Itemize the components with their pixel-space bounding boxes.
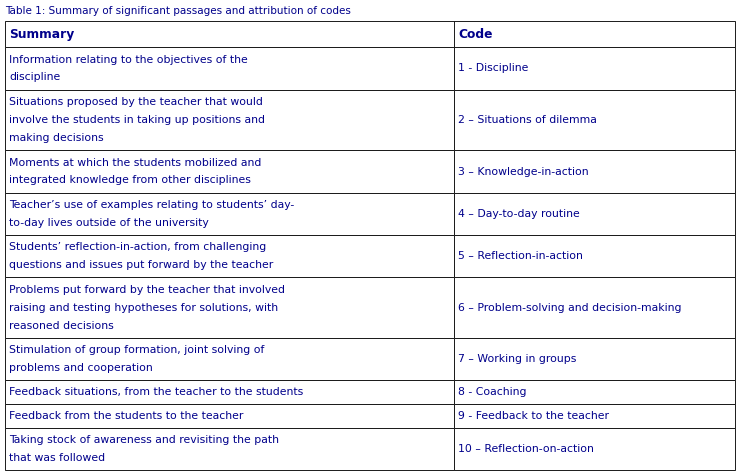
Bar: [5, 338, 454, 380]
Bar: [5, 21, 735, 47]
Text: 1 - Discipline: 1 - Discipline: [458, 63, 528, 73]
Text: 7 – Working in groups: 7 – Working in groups: [458, 354, 576, 364]
Text: 8 - Coaching: 8 - Coaching: [458, 387, 526, 397]
Text: 6 – Problem-solving and decision-making: 6 – Problem-solving and decision-making: [458, 303, 682, 313]
Bar: [454, 428, 735, 470]
Bar: [5, 428, 454, 470]
Text: 10 – Reflection-on-action: 10 – Reflection-on-action: [458, 444, 593, 454]
Text: 9 - Feedback to the teacher: 9 - Feedback to the teacher: [458, 411, 609, 421]
Bar: [454, 338, 735, 380]
Text: to-day lives outside of the university: to-day lives outside of the university: [9, 218, 209, 228]
Text: making decisions: making decisions: [9, 133, 104, 143]
Text: Situations proposed by the teacher that would: Situations proposed by the teacher that …: [9, 97, 263, 107]
Text: that was followed: that was followed: [9, 453, 105, 463]
Text: Feedback from the students to the teacher: Feedback from the students to the teache…: [9, 411, 243, 421]
Text: Summary: Summary: [9, 27, 74, 41]
Text: Taking stock of awareness and revisiting the path: Taking stock of awareness and revisiting…: [9, 435, 279, 445]
Bar: [454, 404, 735, 428]
Text: 3 – Knowledge-in-action: 3 – Knowledge-in-action: [458, 166, 588, 176]
Text: Teacher’s use of examples relating to students’ day-: Teacher’s use of examples relating to st…: [9, 200, 295, 210]
Bar: [5, 193, 454, 235]
Bar: [454, 193, 735, 235]
Bar: [454, 235, 735, 277]
Text: Problems put forward by the teacher that involved: Problems put forward by the teacher that…: [9, 285, 285, 295]
Bar: [5, 235, 454, 277]
Text: raising and testing hypotheses for solutions, with: raising and testing hypotheses for solut…: [9, 303, 278, 313]
Text: integrated knowledge from other disciplines: integrated knowledge from other discipli…: [9, 175, 251, 185]
Text: 2 – Situations of dilemma: 2 – Situations of dilemma: [458, 115, 597, 125]
Bar: [454, 150, 735, 193]
Bar: [5, 89, 454, 150]
Bar: [454, 380, 735, 404]
Bar: [454, 277, 735, 338]
Text: Table 1: Summary of significant passages and attribution of codes: Table 1: Summary of significant passages…: [5, 6, 351, 16]
Text: involve the students in taking up positions and: involve the students in taking up positi…: [9, 115, 265, 125]
Text: Moments at which the students mobilized and: Moments at which the students mobilized …: [9, 158, 261, 168]
Text: questions and issues put forward by the teacher: questions and issues put forward by the …: [9, 260, 273, 270]
Bar: [454, 89, 735, 150]
Text: Stimulation of group formation, joint solving of: Stimulation of group formation, joint so…: [9, 345, 264, 355]
Bar: [454, 47, 735, 89]
Text: Students’ reflection-in-action, from challenging: Students’ reflection-in-action, from cha…: [9, 242, 266, 252]
Text: discipline: discipline: [9, 72, 60, 82]
Text: 5 – Reflection-in-action: 5 – Reflection-in-action: [458, 251, 583, 261]
Bar: [5, 404, 454, 428]
Bar: [5, 277, 454, 338]
Text: Code: Code: [458, 27, 492, 41]
Bar: [5, 150, 454, 193]
Text: 4 – Day-to-day routine: 4 – Day-to-day routine: [458, 209, 579, 219]
Text: problems and cooperation: problems and cooperation: [9, 363, 152, 373]
Bar: [5, 47, 454, 89]
Text: Information relating to the objectives of the: Information relating to the objectives o…: [9, 54, 248, 65]
Text: reasoned decisions: reasoned decisions: [9, 321, 114, 331]
Bar: [5, 380, 454, 404]
Text: Feedback situations, from the teacher to the students: Feedback situations, from the teacher to…: [9, 387, 303, 397]
